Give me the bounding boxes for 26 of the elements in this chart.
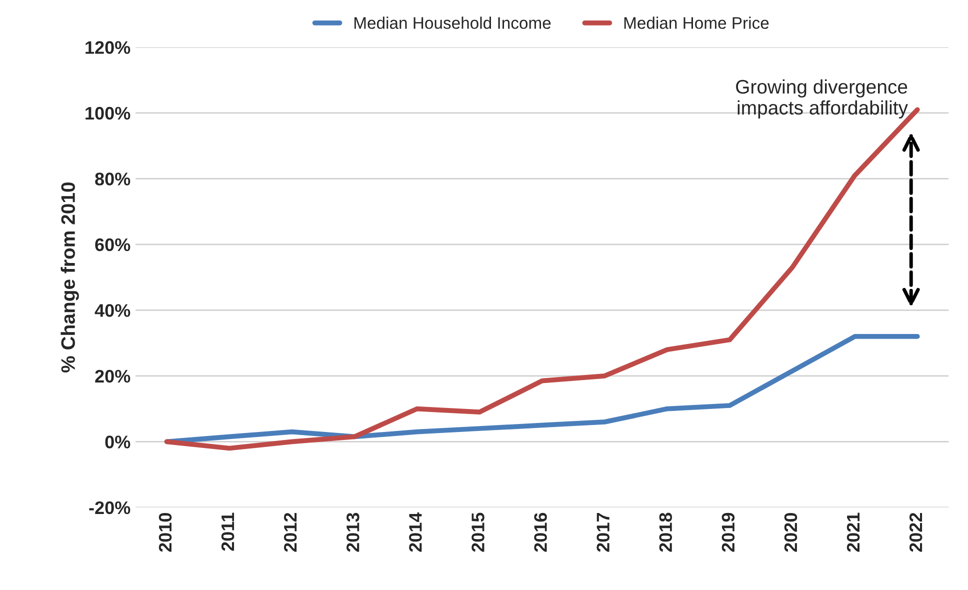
x-tick-label: 2020 <box>784 512 798 552</box>
y-axis-title: % Change from 2010 <box>60 182 79 372</box>
x-tick-label: 2011 <box>221 512 234 551</box>
y-tick-label: 20% <box>95 370 130 383</box>
x-tick-label: 2019 <box>722 512 735 552</box>
x-tick-label: 2015 <box>472 512 484 552</box>
x-tick-label: 2018 <box>659 512 672 552</box>
y-tick-label: 120% <box>86 41 130 54</box>
legend-label: Median Home Price <box>624 16 769 29</box>
x-tick-label: 2016 <box>534 512 547 552</box>
x-tick-label: 2013 <box>346 512 360 552</box>
x-tick-label: 2017 <box>596 513 610 552</box>
y-tick-label: -20% <box>89 501 130 514</box>
x-tick-label: 2021 <box>846 512 860 552</box>
x-tick-label: 2014 <box>409 512 422 552</box>
y-tick-label: 100% <box>86 106 130 120</box>
y-tick-label: 60% <box>95 238 130 252</box>
x-tick-label: 2022 <box>909 512 922 552</box>
y-tick-label: 0% <box>105 436 130 448</box>
y-tick-label: 40% <box>94 304 130 317</box>
legend-label: Median Household Income <box>354 16 551 29</box>
x-tick-label: 2012 <box>284 512 297 552</box>
y-tick-label: 80% <box>95 172 130 186</box>
annotation: Growing divergence impacts affordability <box>736 79 908 118</box>
line-series <box>164 334 920 444</box>
x-tick-label: 2010 <box>158 512 172 552</box>
